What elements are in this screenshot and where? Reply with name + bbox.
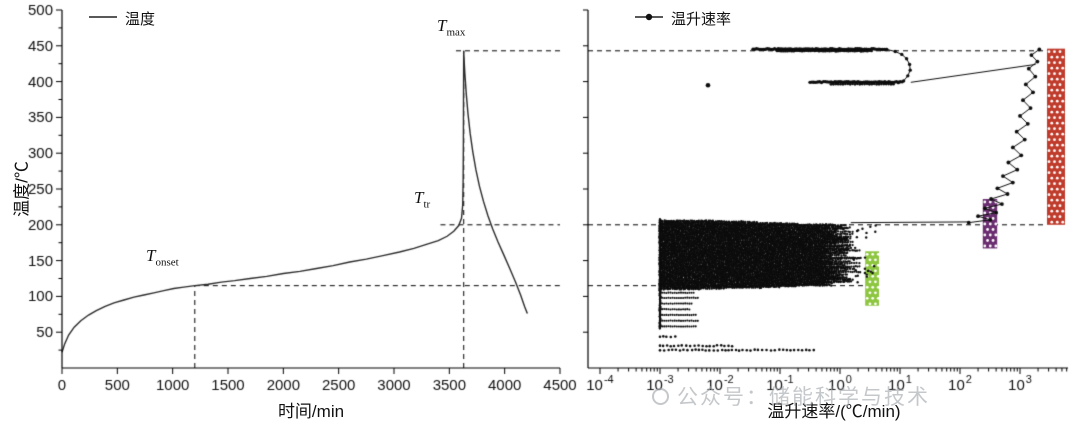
annotation-main: T <box>437 16 447 35</box>
watermark-text: 公众号：储能科学与技术 <box>677 386 930 409</box>
temperature-legend-label: 温度 <box>125 11 156 28</box>
y-axis-label: 温度/℃ <box>12 161 32 217</box>
annotation-t-tr: Ttr <box>414 188 430 210</box>
annotation-sub: max <box>446 26 466 39</box>
annotation-t-onset: Tonset <box>146 246 179 268</box>
watermark-logo-icon <box>652 387 669 405</box>
x-axis-label-time: 时间/min <box>277 402 345 421</box>
annotation-t-max: Tmax <box>437 16 465 38</box>
heating-rate-legend: 温升速率 <box>634 8 731 29</box>
annotation-sub: onset <box>155 256 179 269</box>
x-axis-label-rate: 温升速率/(℃/min) <box>767 402 901 421</box>
line-dot-legend-icon <box>634 10 664 27</box>
annotation-sub: tr <box>423 198 431 211</box>
temperature-legend: 温度 <box>88 8 155 29</box>
annotation-main: T <box>146 246 156 265</box>
line-legend-icon <box>88 10 118 27</box>
heating-rate-legend-label: 温升速率 <box>671 11 732 28</box>
annotation-main: T <box>414 188 424 207</box>
watermark: 公众号：储能科学与技术 <box>652 381 930 411</box>
